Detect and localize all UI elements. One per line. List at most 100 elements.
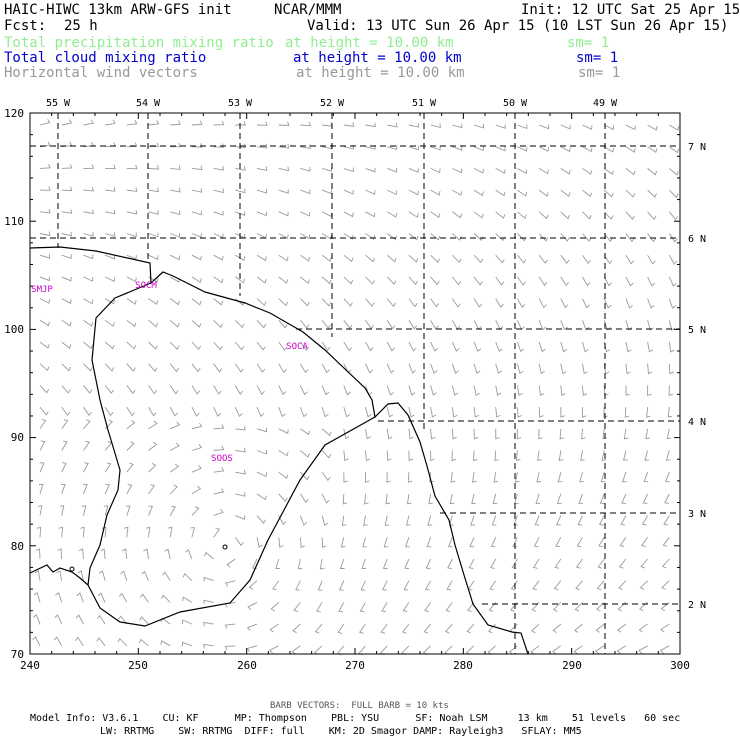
wind-barb xyxy=(148,406,157,417)
wind-barb xyxy=(83,164,95,169)
wind-barb xyxy=(386,385,394,396)
wind-barb xyxy=(39,406,49,416)
wind-barb xyxy=(668,320,676,331)
wind-barb xyxy=(603,407,608,418)
wind-barb xyxy=(321,428,332,437)
wind-barb xyxy=(531,602,540,612)
wind-barb xyxy=(517,189,528,197)
wind-barb xyxy=(256,427,268,433)
wind-barb xyxy=(98,570,106,581)
wind-barb xyxy=(275,558,280,570)
wind-barb xyxy=(619,537,627,548)
wind-barb xyxy=(235,276,246,284)
y-tick-70: 70 xyxy=(11,648,24,661)
wind-barb xyxy=(78,548,84,560)
wind-barb xyxy=(365,298,375,307)
wind-barb xyxy=(668,298,676,309)
wind-barb xyxy=(169,406,179,417)
wind-barb xyxy=(167,526,173,538)
wind-barb xyxy=(495,168,506,174)
wind-barb xyxy=(625,363,631,375)
wind-barb xyxy=(293,602,301,613)
wind-barb xyxy=(278,211,289,217)
wind-barb xyxy=(381,602,388,613)
field-height-cloud: at height = 10.00 km xyxy=(293,50,462,66)
wind-barb xyxy=(343,450,349,462)
field-name-cloud: Total cloud mixing ratio xyxy=(4,50,207,66)
wind-barb xyxy=(430,254,440,263)
wind-barb xyxy=(148,341,158,350)
wind-barb xyxy=(473,428,479,440)
wind-barb xyxy=(576,537,583,548)
model-info-line1: Model Info: V3.6.1 CU: KF MP: Thompson P… xyxy=(30,713,681,724)
wind-barb xyxy=(466,623,475,634)
wind-barb xyxy=(121,548,128,560)
wind-barb xyxy=(61,341,72,349)
wind-barb xyxy=(39,385,50,394)
wind-barb xyxy=(495,189,506,197)
wind-barb xyxy=(625,276,634,287)
wind-barb xyxy=(365,145,376,150)
wind-barb xyxy=(213,188,224,194)
wind-barb xyxy=(517,124,528,130)
field-sm-cloud: sm= 1 xyxy=(576,50,619,66)
wind-barb xyxy=(448,515,454,526)
wind-barb xyxy=(169,298,180,306)
wind-barb xyxy=(300,233,311,240)
wind-barb xyxy=(169,319,180,328)
wind-barb xyxy=(468,558,475,569)
wind-barb xyxy=(338,602,345,613)
wind-barb xyxy=(517,298,526,309)
wind-barb xyxy=(559,428,565,440)
wind-barb xyxy=(226,558,236,568)
wind-barb xyxy=(319,558,325,570)
wind-barb xyxy=(278,537,284,548)
wind-barb xyxy=(603,298,612,309)
wind-barb xyxy=(170,120,181,126)
wind-barbs xyxy=(32,119,680,656)
wind-barb xyxy=(536,472,541,483)
forecast-hours: 25 h xyxy=(64,18,98,34)
wind-barb xyxy=(256,188,268,194)
wind-barb xyxy=(203,643,214,649)
wind-barb xyxy=(169,463,180,473)
wind-barb xyxy=(81,505,87,516)
wind-barb xyxy=(426,537,432,548)
wind-barb xyxy=(430,276,440,286)
wind-barb xyxy=(408,233,419,241)
wind-barb xyxy=(365,254,376,263)
wind-barb xyxy=(487,645,496,655)
wind-barb xyxy=(668,341,675,353)
wind-barb xyxy=(103,505,109,516)
wind-barb xyxy=(343,276,354,285)
wind-barb xyxy=(661,580,670,590)
wind-barb xyxy=(321,211,333,217)
wind-barb xyxy=(560,168,571,175)
wind-barb xyxy=(618,580,627,591)
wind-barb xyxy=(191,254,202,261)
wind-barb xyxy=(384,515,390,526)
wind-barb xyxy=(104,232,116,237)
wind-barb xyxy=(343,385,351,396)
wind-barb xyxy=(408,320,418,330)
wind-barb xyxy=(343,472,348,483)
wind-barb xyxy=(365,341,374,352)
wind-barb xyxy=(424,602,431,613)
wind-barb xyxy=(203,576,214,582)
wind-barb xyxy=(408,428,414,440)
wind-barb xyxy=(268,645,279,654)
wind-barb xyxy=(625,233,635,243)
wind-barb xyxy=(473,450,478,462)
wind-barb xyxy=(595,645,605,655)
wind-barb xyxy=(83,298,94,305)
wind-barb xyxy=(321,385,330,396)
x-tick-280: 280 xyxy=(453,659,473,672)
field-name-wind: Horizontal wind vectors xyxy=(4,65,198,81)
wind-barb xyxy=(403,580,410,591)
wind-barb xyxy=(425,558,432,569)
wind-barb xyxy=(430,167,441,174)
wind-barb xyxy=(321,276,332,285)
wind-barb xyxy=(343,406,351,418)
wind-barb xyxy=(182,572,193,582)
wind-barb xyxy=(430,189,441,196)
